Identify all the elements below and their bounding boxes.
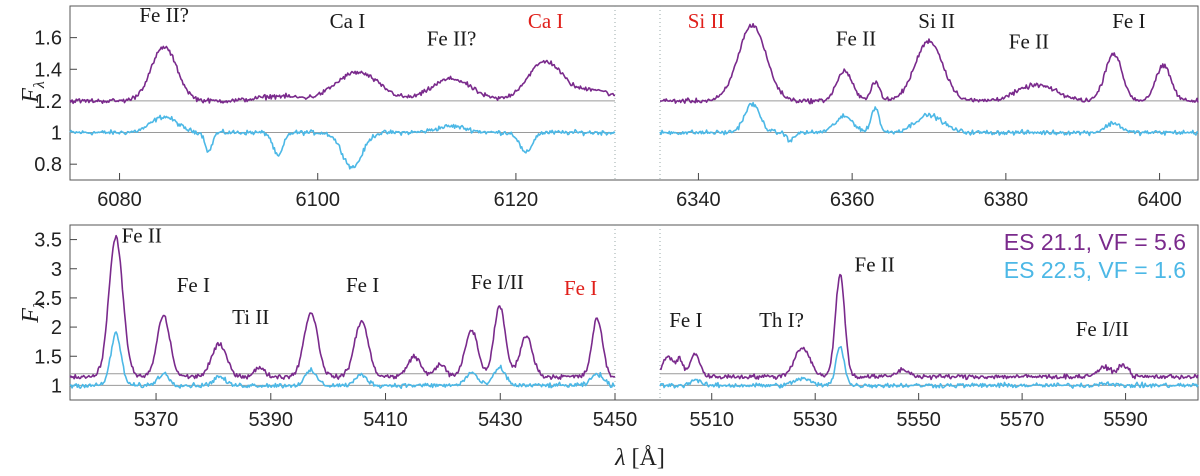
xlabel-var: λ xyxy=(614,445,625,471)
ylabel-var-top: F xyxy=(18,88,44,104)
ytick-label: 3.5 xyxy=(34,230,62,252)
y-axis-title-bottom: Fλ xyxy=(18,301,48,324)
ytick-label: 3 xyxy=(51,259,62,281)
line-id-label: Fe I xyxy=(1112,9,1145,33)
line-id-label: Fe II xyxy=(1009,30,1049,54)
xtick-label: 5510 xyxy=(689,409,734,431)
segment-bottom-0: 5370 5390 5410 5430 5450 Fe II Fe I Ti II Fe I Fe… xyxy=(69,224,638,431)
line-id-label: Fe II? xyxy=(139,3,189,27)
ytick-label: 2 xyxy=(51,317,62,339)
xtick-label: 5570 xyxy=(1000,409,1045,431)
line-id-label: Fe II xyxy=(855,253,895,277)
line-id-label: Th I? xyxy=(759,308,804,332)
panel-frame-bottom xyxy=(69,224,1199,401)
legend-entry-es22: ES 22.5, VF = 1.6 xyxy=(1004,257,1186,283)
line-id-label: Fe I/II xyxy=(1076,317,1129,341)
svg-text:Fλ: Fλ xyxy=(18,81,48,104)
segment-top-1: 6340 6360 6380 6400 Si II Fe II Si II Fe II Fe I xyxy=(659,6,1199,211)
xtick-label: 5530 xyxy=(793,409,838,431)
spectrum-line-es21 xyxy=(660,23,1199,105)
spectrum-line-es22 xyxy=(659,101,1199,143)
line-id-label: Fe I xyxy=(669,308,702,332)
spectrum-line-es22 xyxy=(69,114,616,170)
xtick-label: 6360 xyxy=(830,189,875,211)
ytick-label: 1.6 xyxy=(34,28,62,50)
xtick-label: 6380 xyxy=(984,189,1029,211)
xtick-label: 6340 xyxy=(676,189,721,211)
line-id-label: Fe II xyxy=(836,27,876,51)
ylabel-sub-top: λ xyxy=(31,81,48,89)
ytick-label: 1 xyxy=(51,123,62,145)
line-id-label: Fe I/II xyxy=(471,270,524,294)
ytick-label: 1.5 xyxy=(34,346,62,368)
line-id-label: Fe I xyxy=(346,273,379,297)
xtick-label: 5590 xyxy=(1103,409,1148,431)
line-id-label: Ca I xyxy=(528,9,564,33)
xtick-label: 6120 xyxy=(494,189,539,211)
xtick-label: 5370 xyxy=(134,409,179,431)
spectrum-line-es22 xyxy=(69,331,616,390)
xtick-label: 5430 xyxy=(478,409,523,431)
line-id-label: Si II xyxy=(688,9,725,33)
xtick-label: 5450 xyxy=(593,409,638,431)
segment-bottom-1: 5510 5530 5550 5570 5590 Fe I Th I? Fe II Fe I/I… xyxy=(659,225,1199,431)
ytick-label: 1 xyxy=(51,375,62,397)
xtick-label: 5410 xyxy=(363,409,408,431)
x-axis-title: λ [Å] xyxy=(614,445,665,471)
panel-top: 0.8 1 1.2 1.4 1.6 6080 6100 6120 Fe II? Ca I Fe II… xyxy=(34,3,1199,211)
ytick-label: 1.4 xyxy=(34,59,62,81)
xtick-label: 6100 xyxy=(295,189,340,211)
ylabel-var-bottom: F xyxy=(18,308,44,324)
line-id-label: Fe II? xyxy=(427,27,477,51)
panel-frame-top xyxy=(69,5,1199,181)
panel-bottom: 1 1.5 2 2.5 3 3.5 5370 5390 5410 5430 5450 Fe II Fe … xyxy=(34,224,1199,431)
legend: ES 21.1, VF = 5.6 ES 22.5, VF = 1.6 xyxy=(1004,229,1186,283)
y-axis-title-top: Fλ xyxy=(18,81,48,104)
line-id-label: Fe I xyxy=(177,273,210,297)
xtick-label: 5390 xyxy=(249,409,294,431)
spectrum-line-es21 xyxy=(69,45,616,105)
segment-top-0: 6080 6100 6120 Fe II? Ca I Fe II? Ca I xyxy=(69,3,616,211)
line-id-label: Ca I xyxy=(330,9,366,33)
ytick-label: 0.8 xyxy=(34,154,62,176)
svg-text:λ[Å]: λ [Å] xyxy=(614,445,665,471)
spectrum-line-es21 xyxy=(659,273,1199,381)
svg-text:Fλ: Fλ xyxy=(18,301,48,324)
xlabel-unit: [Å] xyxy=(632,445,665,471)
xtick-label: 6080 xyxy=(97,189,142,211)
ylabel-sub-bottom: λ xyxy=(31,301,48,309)
legend-entry-es21: ES 21.1, VF = 5.6 xyxy=(1004,229,1186,255)
line-id-label: Ti II xyxy=(232,305,269,329)
ytick-label: 2.5 xyxy=(34,288,62,310)
xtick-label: 5550 xyxy=(896,409,941,431)
line-id-label: Fe II xyxy=(122,224,162,248)
line-id-label: Fe I xyxy=(564,276,597,300)
spectrum-line-es22 xyxy=(659,345,1199,389)
spectrum-line-es21 xyxy=(69,234,616,380)
ytick-label: 1.2 xyxy=(34,91,62,113)
line-id-label: Si II xyxy=(918,9,955,33)
panels-layer: 0.8 1 1.2 1.4 1.6 6080 6100 6120 Fe II? Ca I Fe II… xyxy=(34,3,1199,431)
xtick-label: 6400 xyxy=(1137,189,1182,211)
